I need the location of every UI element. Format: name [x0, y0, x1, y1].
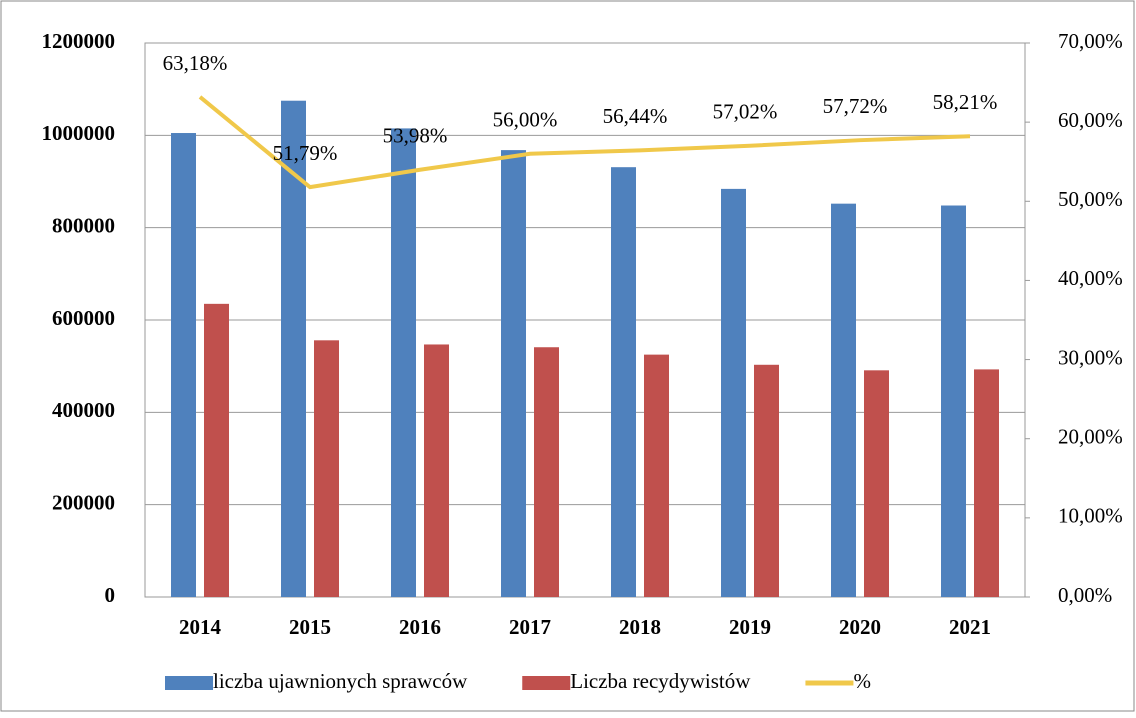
y2-tick-label: 70,00% — [1058, 29, 1123, 53]
x-tick-label: 2020 — [839, 615, 881, 639]
legend-swatch — [522, 676, 571, 690]
y-tick-label: 1200000 — [42, 29, 116, 53]
bar — [171, 133, 196, 597]
legend-swatch — [165, 676, 213, 690]
x-tick-label: 2015 — [289, 615, 331, 639]
x-tick-label: 2017 — [509, 615, 551, 639]
x-tick-label: 2018 — [619, 615, 661, 639]
y-tick-label: 200000 — [52, 490, 115, 514]
bar — [941, 205, 966, 598]
line — [198, 95, 971, 190]
y2-tick-label: 10,00% — [1058, 504, 1123, 528]
y-tick-label: 800000 — [52, 213, 115, 237]
bar — [314, 340, 339, 597]
bar — [831, 203, 856, 597]
y2-tick-label: 20,00% — [1058, 425, 1123, 449]
y-tick-label: 0 — [105, 583, 116, 607]
y2-tick-label: 40,00% — [1058, 266, 1123, 290]
y2-tick-label: 30,00% — [1058, 345, 1123, 369]
bar — [721, 188, 746, 598]
bar — [754, 364, 779, 597]
bar — [611, 167, 636, 597]
y2-tick-label: 60,00% — [1058, 108, 1123, 132]
data-label: 51,79% — [273, 141, 338, 165]
y2-tick-label: 50,00% — [1058, 187, 1123, 211]
data-label: 56,00% — [493, 108, 558, 132]
x-tick-label: 2021 — [949, 615, 991, 639]
bar — [501, 150, 526, 597]
bar — [534, 347, 559, 597]
x-tick-label: 2019 — [729, 615, 771, 639]
data-label: 53,98% — [383, 124, 448, 148]
data-label: 63,18% — [163, 51, 228, 75]
x-tick-label: 2016 — [399, 615, 441, 639]
data-label: 57,72% — [823, 94, 888, 118]
bar — [391, 128, 416, 598]
data-label: 56,44% — [603, 104, 668, 128]
bar — [974, 369, 999, 597]
data-label: 57,02% — [713, 100, 778, 124]
y-tick-label: 600000 — [52, 306, 115, 330]
bar — [424, 344, 449, 597]
bar — [644, 354, 669, 597]
bar — [864, 370, 889, 597]
legend-label: liczba ujawnionych sprawców — [213, 669, 468, 693]
x-tick-label: 2014 — [179, 615, 222, 639]
y-tick-label: 1000000 — [42, 121, 116, 145]
bar — [204, 303, 229, 597]
data-label: 58,21% — [933, 90, 998, 114]
legend-label: Liczba recydywistów — [570, 669, 751, 693]
y2-tick-label: 0,00% — [1058, 583, 1112, 607]
bar — [281, 100, 306, 597]
y-tick-label: 400000 — [52, 398, 115, 422]
legend-label: % — [853, 669, 871, 693]
